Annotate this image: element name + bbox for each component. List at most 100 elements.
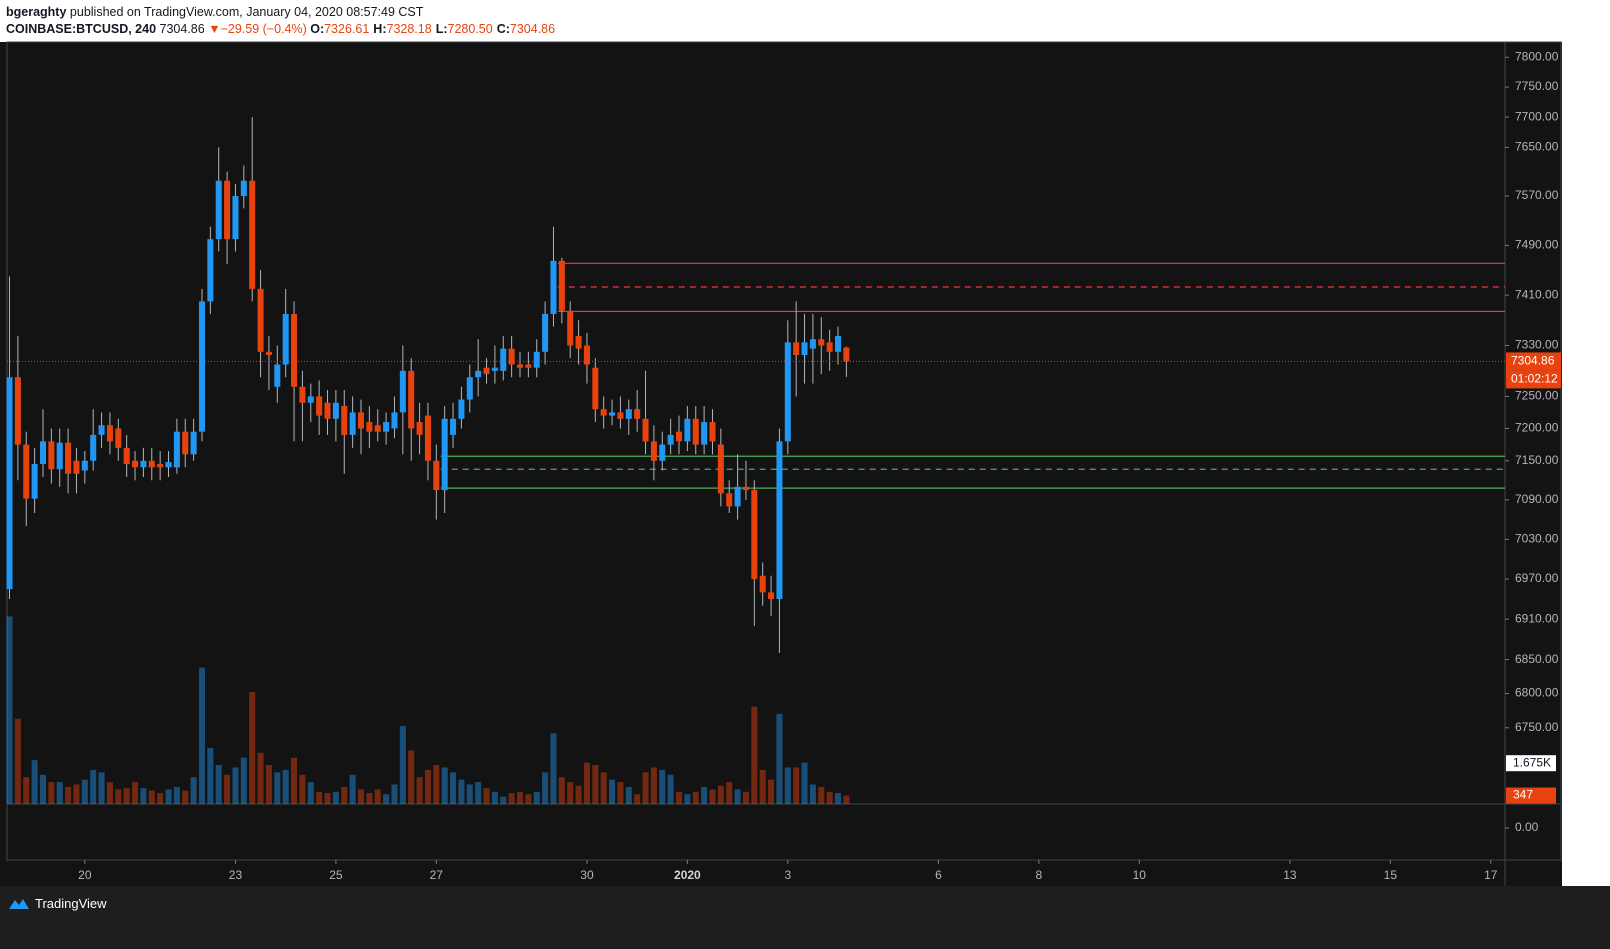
candle-body	[784, 342, 791, 442]
volume-bar	[173, 786, 180, 804]
volume-bar	[399, 726, 406, 804]
y-tick-label: 6800.00	[1515, 686, 1559, 700]
header: bgeraghty published on TradingView.com, …	[6, 4, 559, 38]
ohlc-value: 7304.86	[509, 22, 556, 36]
volume-bar	[742, 791, 749, 804]
candle-body	[801, 342, 808, 355]
candle-body	[274, 364, 281, 387]
volume-bar	[98, 772, 105, 804]
volume-bar	[341, 786, 348, 804]
volume-bar	[349, 774, 356, 804]
candle-body	[207, 239, 214, 302]
volume-bar	[835, 793, 842, 804]
x-tick-label: 17	[1484, 868, 1498, 882]
x-tick-label: 3	[784, 868, 791, 882]
volume-bar	[56, 782, 63, 804]
candle-body	[391, 412, 398, 429]
candle-body	[399, 370, 406, 413]
candle-body	[265, 351, 272, 355]
symbol: COINBASE:BTCUSD, 240	[6, 22, 157, 36]
volume-bar	[801, 762, 808, 804]
candle-body	[182, 431, 189, 455]
candle-body	[617, 412, 624, 419]
volume-bar	[525, 794, 532, 804]
volume-bar	[450, 772, 457, 804]
volume-bar	[458, 779, 465, 804]
volume-bar	[709, 789, 716, 804]
last-price-label: 7304.86	[1511, 354, 1555, 368]
candle-body	[123, 447, 130, 465]
volume-bar	[23, 777, 30, 804]
volume-bar	[575, 785, 582, 804]
candle-body	[567, 310, 574, 346]
candle-body	[466, 377, 473, 400]
candle-body	[140, 460, 147, 468]
volume-bar	[265, 765, 272, 804]
volume-bar	[123, 788, 130, 804]
candle-body	[709, 422, 716, 442]
volume-bar	[692, 791, 699, 804]
candle-body	[341, 405, 348, 435]
candle-body	[525, 364, 532, 368]
volume-bar	[6, 616, 13, 804]
x-tick-label: 10	[1133, 868, 1147, 882]
volume-bar	[282, 769, 289, 804]
volume-bar	[274, 772, 281, 804]
volume-bar	[224, 774, 231, 804]
volume-bar	[734, 789, 741, 804]
volume-bar	[809, 784, 816, 804]
volume-bar	[826, 791, 833, 804]
volume-label-box	[1506, 755, 1556, 772]
candle-body	[759, 575, 766, 593]
volume-bar	[299, 774, 306, 804]
candle-body	[650, 441, 657, 461]
candle-body	[843, 347, 850, 362]
candle-body	[65, 442, 72, 474]
ohlc-value: 7328.18	[386, 22, 432, 36]
candle-body	[583, 345, 590, 365]
volume-bar	[391, 784, 398, 804]
volume-bar	[751, 706, 758, 804]
volume-bar	[165, 789, 172, 804]
volume-bar	[583, 762, 590, 804]
candle-body	[558, 260, 565, 311]
footer: TradingView	[8, 896, 107, 911]
volume-bar	[332, 791, 339, 804]
volume-bar	[65, 786, 72, 804]
volume-bar	[182, 790, 189, 804]
candle-body	[73, 460, 80, 474]
volume-bar	[617, 782, 624, 804]
candle-body	[324, 402, 331, 419]
volume-bar	[257, 752, 264, 804]
candle-body	[307, 396, 314, 403]
ohlc-label: C:	[496, 22, 510, 36]
y-tick-label: 7150.00	[1515, 453, 1559, 467]
y-tick-label: 6750.00	[1515, 720, 1559, 734]
volume-bar	[793, 767, 800, 804]
volume-bar	[232, 767, 239, 804]
volume-bar	[81, 779, 88, 804]
footer-background	[0, 886, 1610, 949]
candle-body	[550, 260, 557, 314]
candle-body	[542, 313, 549, 352]
plot: 7800.00 7750.00 7700.00 7650.00 7570.00 7490.…	[6, 49, 1561, 882]
candle-body	[776, 441, 783, 600]
volume-bar	[642, 772, 649, 804]
down-arrow: ▼	[208, 22, 221, 36]
volume-bar	[190, 777, 197, 804]
volume-bar	[240, 757, 247, 804]
candle-body	[408, 370, 415, 429]
volume-bar	[31, 760, 38, 804]
candle-body	[768, 592, 775, 600]
volume-bar	[433, 765, 440, 804]
candle-body	[675, 431, 683, 442]
candle-body	[90, 434, 97, 461]
logo	[9, 898, 29, 909]
candle-body	[609, 412, 616, 416]
candle-body	[14, 377, 21, 445]
candle-body	[684, 418, 691, 442]
legend-line: COINBASE:BTCUSD, 240 7304.86 ▼−29.59 (−0…	[6, 21, 559, 38]
volume-bar	[207, 747, 214, 804]
